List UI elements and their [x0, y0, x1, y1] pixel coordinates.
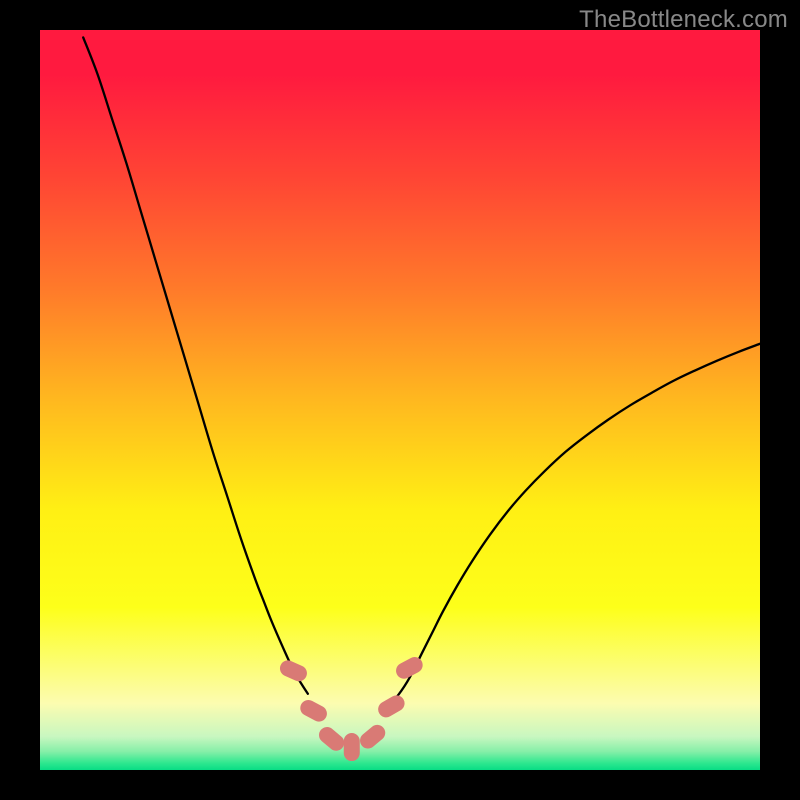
plot-background	[40, 30, 760, 770]
watermark-text: TheBottleneck.com	[579, 6, 788, 34]
marker-pill-3	[344, 733, 360, 761]
chart-container: TheBottleneck.com	[0, 0, 800, 800]
chart-svg	[0, 0, 800, 800]
